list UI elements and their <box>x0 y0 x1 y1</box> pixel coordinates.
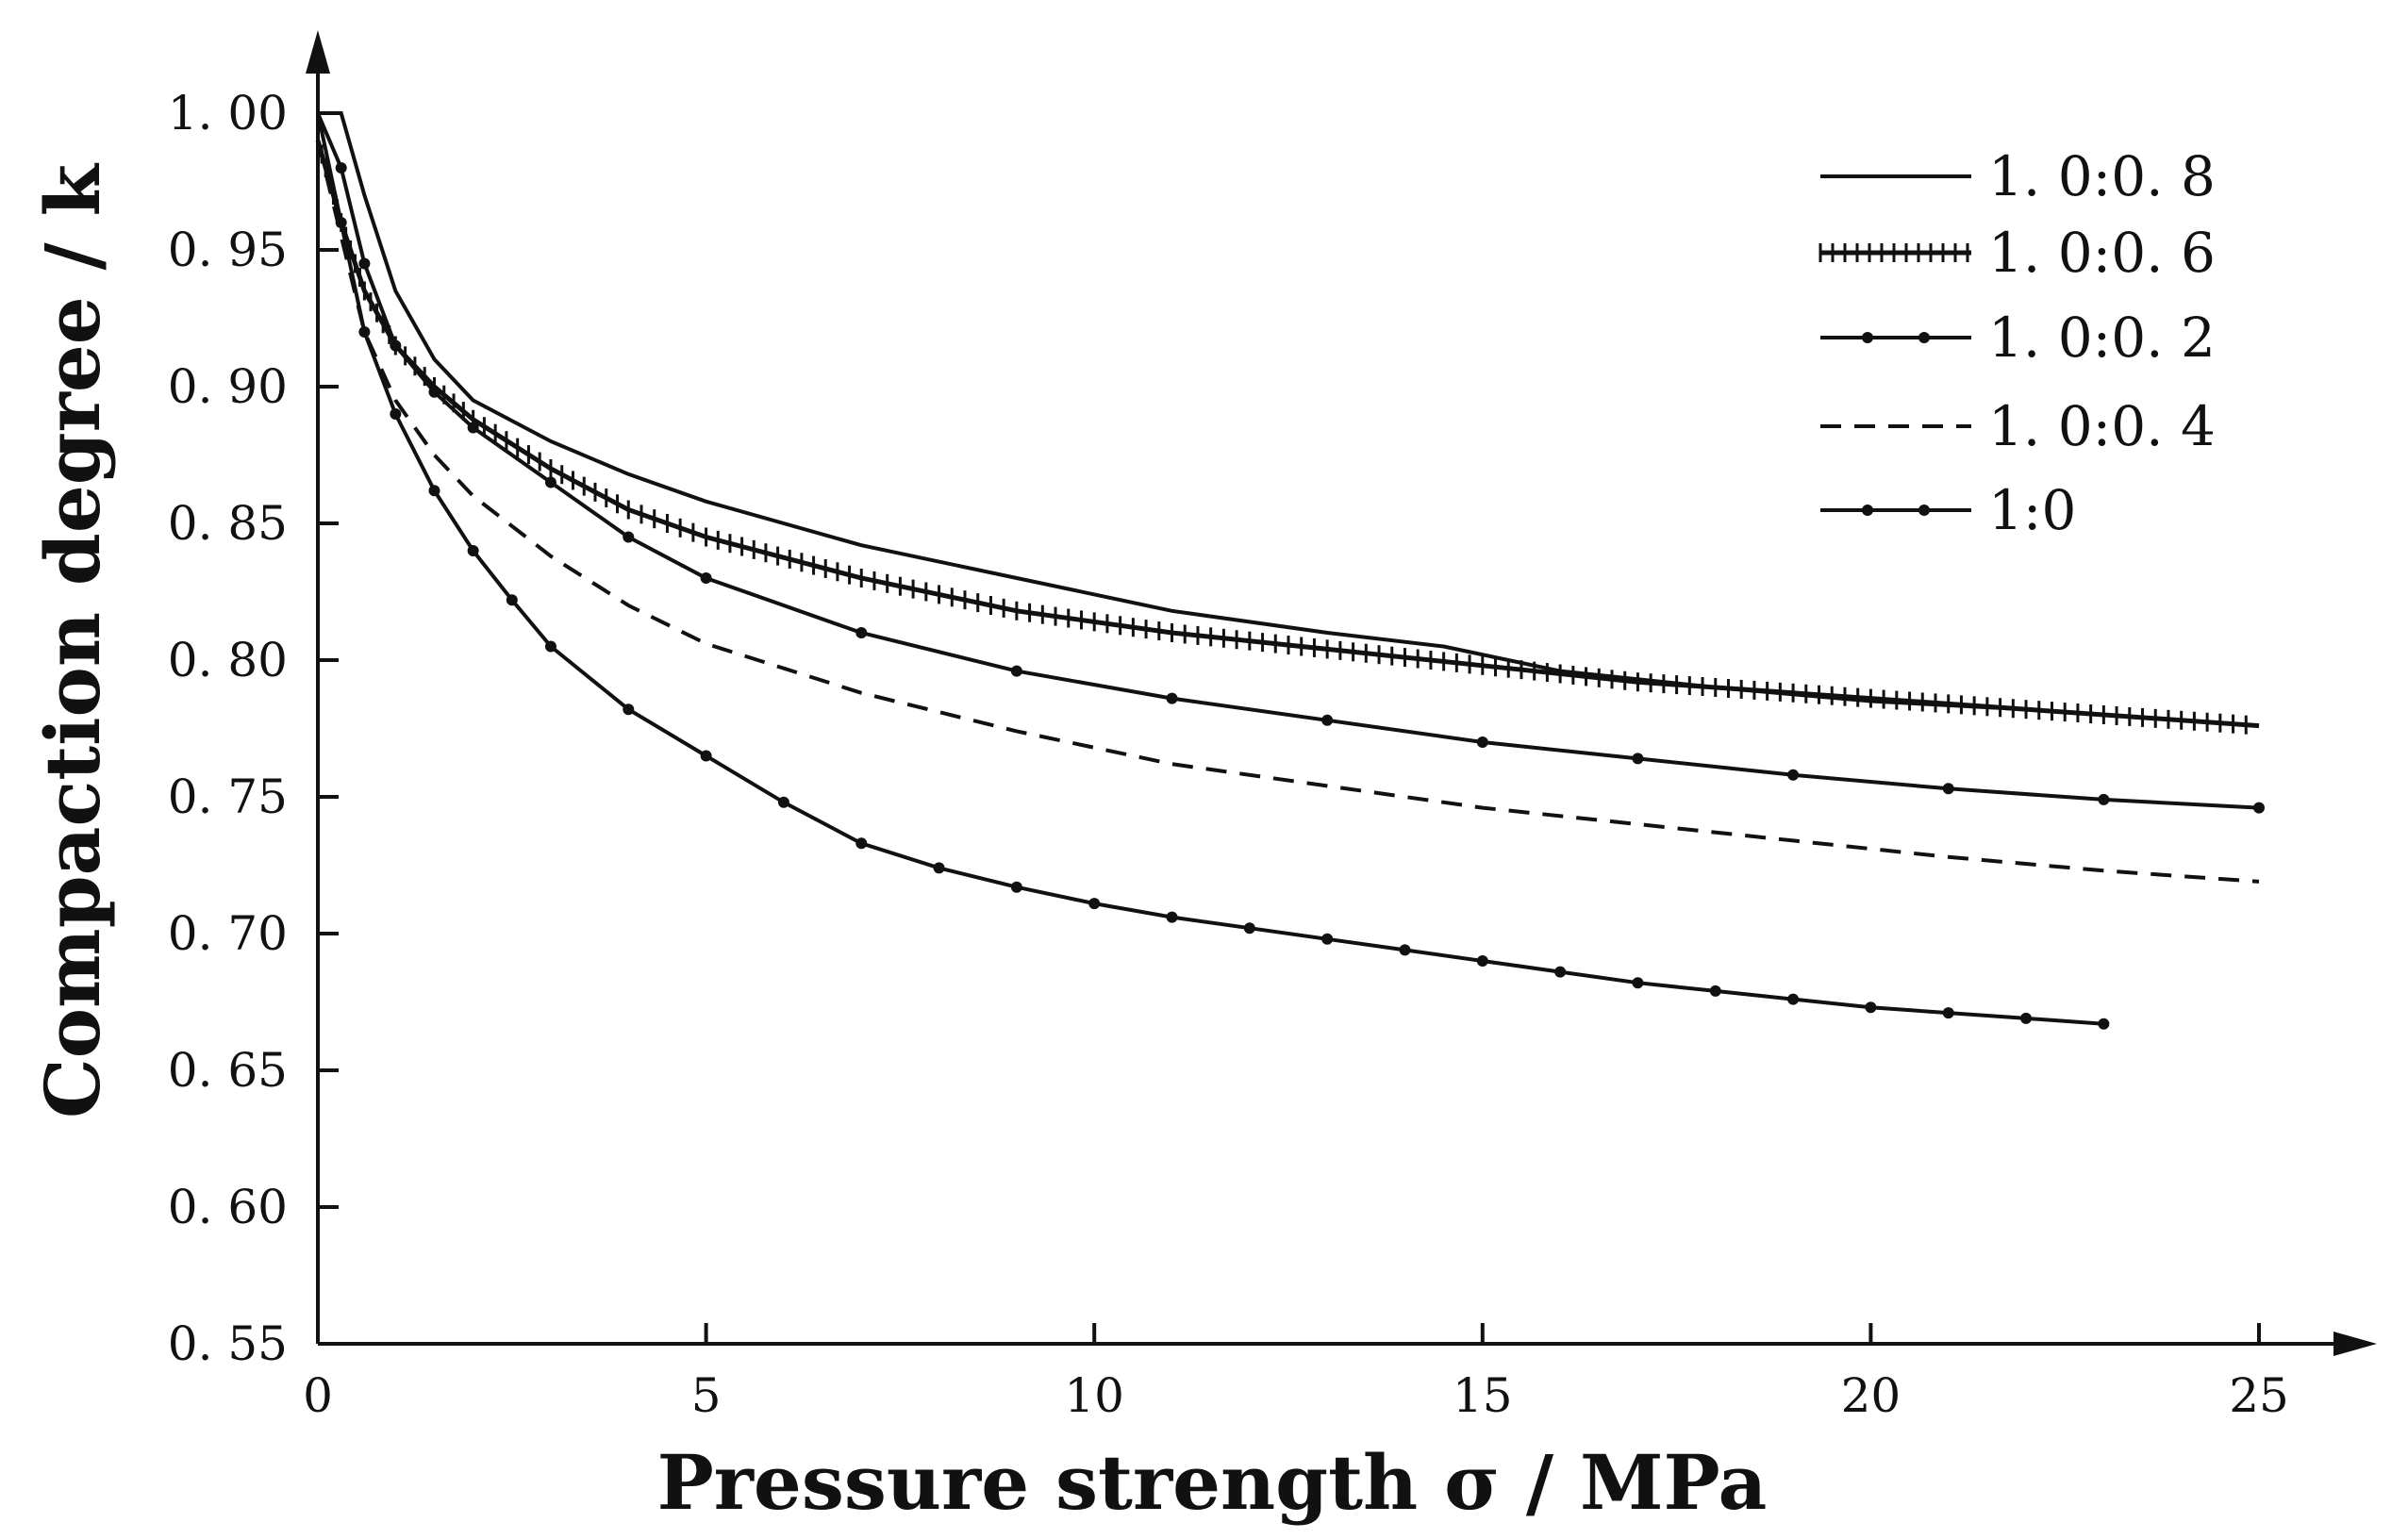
series-1-0-0-6 <box>315 131 2260 735</box>
series-1-0-point <box>1865 1001 1877 1014</box>
plot-area <box>306 30 2377 1356</box>
legend-1-0-0-4-label: 1. 0:0. 4 <box>1988 394 2216 458</box>
legend-1-0-0-6: 1. 0:0. 6 <box>1818 221 2216 285</box>
y-tick-label: 0. 70 <box>168 906 288 961</box>
series-1-0-0-2-point <box>1632 753 1644 765</box>
series-1-0-0-2-point <box>1942 783 1954 795</box>
series-1-0-0-2-point <box>1010 665 1022 677</box>
y-tick-label: 0. 65 <box>168 1043 288 1098</box>
series-1-0-point <box>700 750 712 762</box>
x-axis-title: Pressure strength σ / MPa <box>657 1438 1768 1527</box>
series-1-0-point <box>1321 933 1334 945</box>
x-axis-ticks: 0 5 10 15 20 25 <box>303 1323 2289 1423</box>
legend: 1. 0:0. 8 1. 0:0. 6 1. 0:0. 2 1. 0:0. 4 1:0 <box>1818 144 2216 542</box>
series-1-0-0-8 <box>318 111 2260 728</box>
series-1-0-point <box>467 545 479 556</box>
series-1-0-point <box>1709 985 1721 997</box>
legend-1-0-0-6-label: 1. 0:0. 6 <box>1988 221 2216 285</box>
series-1-0-line <box>316 112 2104 1026</box>
series-1-0-0-8-line <box>318 111 2260 728</box>
legend-1-0-0-8-label: 1. 0:0. 8 <box>1988 144 2216 208</box>
legend-1-0-0-2-label: 1. 0:0. 2 <box>1988 306 2216 370</box>
legend-1-0-0-2-marker <box>1862 332 1873 343</box>
series-1-0-point <box>544 640 556 653</box>
series-1-0-0-2-point <box>358 257 371 270</box>
series-1-0-0-2-point <box>855 627 868 638</box>
series-1-0-0-4 <box>316 140 2260 884</box>
series-1-0-point <box>1243 922 1255 935</box>
x-axis-arrow <box>2333 1332 2377 1356</box>
series-1-0-0-2-point <box>335 162 347 174</box>
series-1-0-point <box>1942 1007 1954 1019</box>
series-1-0-point <box>2098 1018 2110 1030</box>
series-1-0-0-2-point <box>428 386 440 398</box>
series-1-0-point <box>390 408 402 420</box>
series-1-0-point <box>2020 1012 2033 1024</box>
series-1-0-0-2-point <box>2098 793 2110 805</box>
series-1-0-0-2-point <box>390 339 402 352</box>
series-1-0-point <box>623 703 635 716</box>
x-tick-label: 20 <box>1841 1368 1901 1423</box>
series-1-0-point <box>335 217 347 228</box>
y-tick-label: 0. 60 <box>168 1180 288 1234</box>
y-axis-arrow <box>306 30 330 74</box>
y-tick-label: 0. 90 <box>168 359 288 414</box>
legend-1-0-0-2-marker <box>1918 332 1930 343</box>
series-1-0-point <box>1088 898 1101 910</box>
legend-1-0-0-2: 1. 0:0. 2 <box>1820 306 2216 370</box>
x-tick-label: 5 <box>691 1368 722 1423</box>
series-1-0-point <box>1399 944 1411 956</box>
series-1-0-point <box>1632 977 1644 989</box>
series-1-0-0-2-point <box>623 531 635 543</box>
legend-1-0: 1:0 <box>1820 478 2076 542</box>
series-1-0-0-4-line <box>316 140 2260 884</box>
legend-1-0-marker <box>1918 505 1930 516</box>
series-1-0-0-2 <box>316 112 2265 814</box>
series-1-0-0-2-point <box>1321 714 1334 726</box>
series-1-0 <box>316 112 2110 1030</box>
series-1-0-point <box>428 485 440 497</box>
series-1-0-point <box>777 796 789 808</box>
series-1-0-point <box>1554 966 1567 978</box>
y-tick-label: 0. 80 <box>168 633 288 687</box>
legend-1-0-marker <box>1862 505 1873 516</box>
series-layer <box>315 111 2265 1030</box>
x-tick-label: 0 <box>303 1368 333 1423</box>
y-tick-label: 0. 95 <box>168 223 288 277</box>
y-axis-title: Compaction degree / k <box>28 162 117 1118</box>
series-1-0-0-2-point <box>544 476 556 488</box>
y-tick-label: 1. 00 <box>168 86 288 141</box>
series-1-0-0-2-point <box>1787 769 1800 781</box>
y-tick-label: 0. 85 <box>168 496 288 551</box>
legend-1-0-0-8: 1. 0:0. 8 <box>1820 144 2216 208</box>
series-1-0-point <box>933 862 945 874</box>
series-1-0-point <box>1166 911 1178 923</box>
x-tick-label: 15 <box>1453 1368 1513 1423</box>
series-1-0-point <box>358 326 371 338</box>
y-axis-ticks: 0. 55 0. 60 0. 65 0. 70 0. 75 0. 80 0. 85 0. 90… <box>168 86 339 1371</box>
x-tick-label: 10 <box>1064 1368 1124 1423</box>
series-1-0-0-2-point <box>700 572 712 584</box>
series-1-0-point <box>1476 955 1488 967</box>
x-tick-label: 25 <box>2229 1368 2289 1423</box>
series-1-0-0-2-point <box>1476 736 1488 748</box>
legend-1-0-0-4: 1. 0:0. 4 <box>1820 394 2216 458</box>
y-tick-label: 0. 55 <box>168 1316 288 1371</box>
series-1-0-point <box>855 837 868 850</box>
series-1-0-point <box>506 594 518 606</box>
series-1-0-0-2-point <box>2253 802 2265 814</box>
series-1-0-point <box>1787 993 1800 1005</box>
legend-1-0-label: 1:0 <box>1988 478 2076 542</box>
series-1-0-point <box>1010 881 1022 893</box>
series-1-0-0-2-point <box>1166 692 1178 704</box>
series-1-0-0-2-point <box>467 422 479 434</box>
y-tick-label: 0. 75 <box>168 770 288 824</box>
